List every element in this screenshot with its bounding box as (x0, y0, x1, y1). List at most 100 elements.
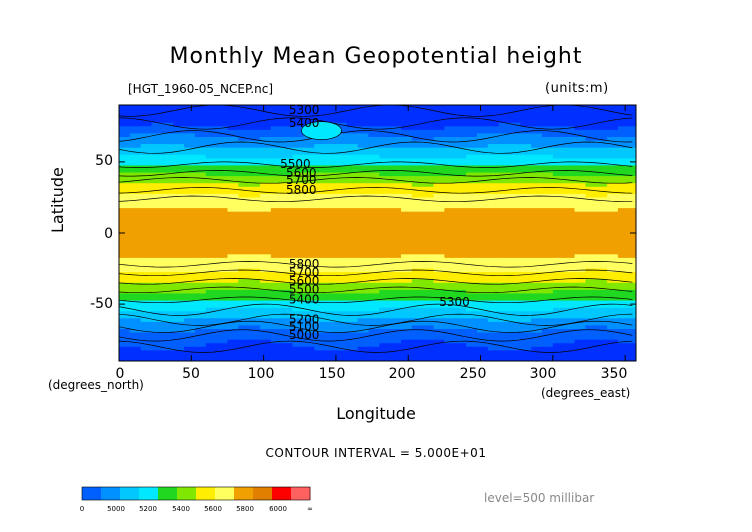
heatmap-cell (227, 311, 239, 316)
heatmap-cell (411, 247, 424, 252)
heatmap-cell (574, 353, 586, 358)
heatmap-cell (520, 293, 532, 298)
heatmap-cell (260, 158, 272, 163)
heatmap-cell (596, 240, 608, 245)
heatmap-cell (227, 108, 239, 113)
heatmap-cell (617, 332, 630, 337)
heatmap-cell (162, 329, 174, 334)
heatmap-cell (194, 137, 207, 142)
heatmap-cell (563, 346, 576, 351)
heatmap-cell (325, 229, 337, 234)
heatmap-cell (184, 247, 196, 252)
heatmap-cell (281, 218, 294, 223)
heatmap-cell (205, 300, 218, 305)
heatmap-cell (390, 350, 402, 355)
heatmap-cell (303, 105, 315, 110)
heatmap-cell (292, 133, 304, 138)
heatmap-cell (281, 158, 294, 163)
heatmap-cell (433, 126, 445, 131)
heatmap-cell (411, 233, 424, 238)
heatmap-cell (487, 201, 500, 206)
heatmap-cell (563, 169, 576, 174)
heatmap-cell (184, 108, 196, 113)
heatmap-cell (585, 254, 597, 259)
heatmap-cell (292, 197, 304, 202)
heatmap-cell (249, 293, 261, 298)
heatmap-cell (552, 346, 565, 351)
heatmap-cell (227, 329, 239, 334)
heatmap-cell (433, 250, 445, 255)
heatmap-cell (563, 183, 576, 188)
heatmap-cell (249, 176, 261, 181)
heatmap-cell (205, 144, 218, 149)
heatmap-cell (433, 215, 445, 220)
heatmap-cell (249, 346, 261, 351)
heatmap-cell (607, 257, 619, 262)
heatmap-cell (487, 353, 500, 358)
heatmap-cell (509, 119, 521, 124)
heatmap-cell (596, 190, 608, 195)
heatmap-cell (281, 311, 294, 316)
heatmap-cell (433, 154, 445, 159)
heatmap-cell (455, 151, 467, 156)
heatmap-cell (368, 179, 380, 184)
heatmap-cell (184, 275, 196, 280)
heatmap-cell (119, 215, 131, 220)
heatmap-cell (151, 332, 163, 337)
heatmap-cell (140, 275, 153, 280)
heatmap-cell (335, 105, 348, 110)
heatmap-cell (379, 329, 391, 334)
heatmap-cell (455, 293, 467, 298)
heatmap-cell (184, 147, 196, 152)
heatmap-cell (433, 179, 445, 184)
heatmap-cell (194, 254, 207, 259)
heatmap-cell (487, 108, 500, 113)
heatmap-cell (466, 304, 478, 309)
heatmap-cell (249, 243, 261, 248)
heatmap-cell (390, 119, 402, 124)
heatmap-cell (617, 346, 630, 351)
heatmap-cell (531, 343, 543, 348)
heatmap-cell (596, 272, 608, 277)
heatmap-cell (520, 222, 532, 227)
heatmap-cell (617, 293, 630, 298)
heatmap-cell (281, 279, 294, 284)
heatmap-cell (292, 112, 304, 117)
heatmap-cell (129, 346, 142, 351)
heatmap-cell (607, 265, 619, 270)
heatmap-cell (444, 236, 456, 241)
heatmap-cell (585, 268, 597, 273)
heatmap-cell (335, 115, 348, 120)
heatmap-cell (194, 257, 207, 262)
heatmap-cell (368, 265, 380, 270)
heatmap-cell (249, 154, 261, 159)
heatmap-cell (357, 147, 369, 152)
heatmap-cell (119, 122, 131, 127)
heatmap-cell (552, 332, 565, 337)
heatmap-cell (335, 275, 348, 280)
heatmap-cell (487, 236, 500, 241)
heatmap-cell (249, 133, 261, 138)
heatmap-cell (119, 282, 131, 287)
heatmap-cell (422, 297, 435, 302)
heatmap-cell (433, 350, 445, 355)
heatmap-cell (216, 250, 228, 255)
heatmap-cell (303, 250, 315, 255)
heatmap-cell (303, 247, 315, 252)
heatmap-cell (379, 112, 391, 117)
heatmap-cell (563, 186, 576, 191)
heatmap-cell (140, 215, 153, 220)
heatmap-cell (574, 311, 586, 316)
heatmap-cell (422, 112, 435, 117)
heatmap-cell (346, 229, 359, 234)
heatmap-cell (140, 137, 153, 142)
heatmap-cell (552, 268, 565, 273)
heatmap-cell (455, 122, 467, 127)
heatmap-cell (303, 161, 315, 166)
heatmap-cell (628, 169, 637, 174)
heatmap-cell (292, 154, 304, 159)
heatmap-cell (422, 346, 435, 351)
heatmap-cell (260, 314, 272, 319)
heatmap-cell (422, 215, 435, 220)
heatmap-cell (433, 208, 445, 213)
